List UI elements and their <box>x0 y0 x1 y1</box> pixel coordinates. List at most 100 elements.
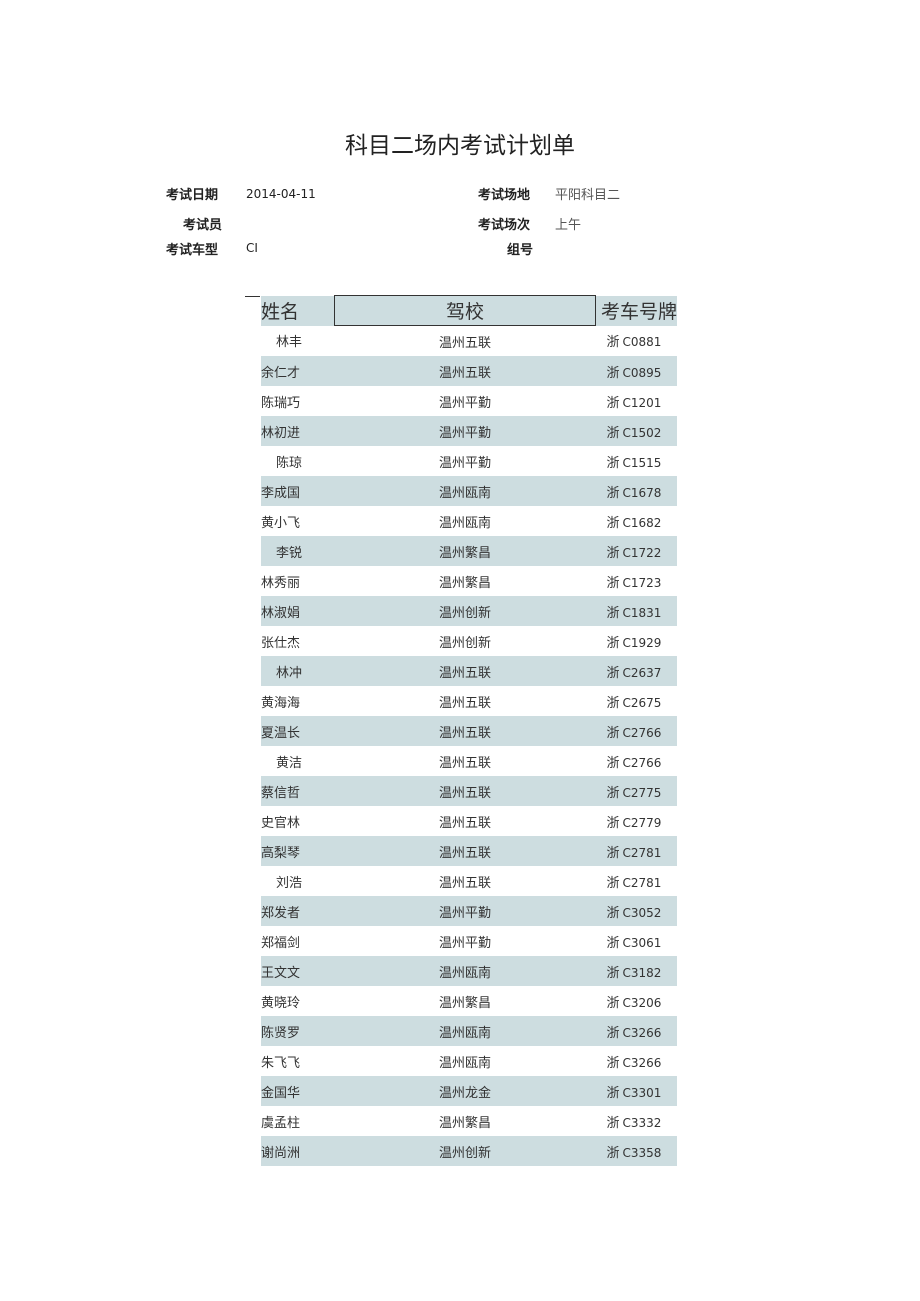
plate-cell: 浙 C1502 <box>595 416 677 446</box>
table-row: 黄洁 温州五联 浙 C2766 <box>261 746 677 776</box>
driving-school: 温州瓯南 <box>334 476 596 506</box>
plate-cell: 浙 C2637 <box>595 656 677 686</box>
driving-school: 温州平勤 <box>438 395 491 411</box>
plate-cell: 浙 C1515 <box>596 446 678 476</box>
driving-school: 温州繁昌 <box>438 1115 491 1131</box>
exam-venue-value: 平阳科目二 <box>555 188 621 203</box>
plate-prefix: 浙 <box>606 335 620 351</box>
plate-prefix: 浙 <box>606 755 620 771</box>
table-row: 余仁才 温州五联浙 C0895 <box>261 356 677 386</box>
table-row: 虞孟柱 温州繁昌 浙 C3332 <box>261 1106 677 1136</box>
plate-number: C1682 <box>622 515 662 530</box>
plate-number: C1201 <box>622 395 662 410</box>
student-name: 余仁才 <box>261 356 335 386</box>
table-row: 王文文 温州瓯南浙 C3182 <box>261 956 677 986</box>
student-name: 黄小飞 <box>261 515 301 531</box>
plate-number: C0895 <box>622 365 662 380</box>
driving-school: 温州平勤 <box>438 455 491 471</box>
plate-prefix: 浙 <box>606 485 620 501</box>
driving-school: 温州五联 <box>334 776 596 806</box>
plate-cell: 浙 C3266 <box>596 1046 678 1076</box>
student-name: 林冲 <box>261 656 335 686</box>
plate-prefix: 浙 <box>606 1115 620 1131</box>
table-row: 黄海海 温州五联 浙 C2675 <box>261 686 677 716</box>
plate-number: C3182 <box>622 965 662 980</box>
driving-school: 温州五联 <box>438 335 491 351</box>
plate-prefix: 浙 <box>606 515 620 531</box>
driving-school: 温州瓯南 <box>438 1055 491 1071</box>
table-row: 郑发者 温州平勤浙 C3052 <box>261 896 677 926</box>
table-row: 林初进 温州平勤浙 C1502 <box>261 416 677 446</box>
driving-school: 温州五联 <box>334 836 596 866</box>
examiner-label: 考试员 <box>182 218 222 233</box>
table-row: 金国华 温州龙金浙 C3301 <box>261 1076 677 1106</box>
plate-number: C3206 <box>622 995 662 1010</box>
plate-prefix: 浙 <box>606 875 620 891</box>
vehicle-type-label: 考试车型 <box>165 243 218 258</box>
driving-school: 温州瓯南 <box>438 515 491 531</box>
plate-prefix: 浙 <box>606 1085 620 1101</box>
plate-prefix: 浙 <box>606 815 620 831</box>
driving-school: 温州五联 <box>334 356 596 386</box>
driving-school: 温州平勤 <box>334 896 596 926</box>
table-row: 陈贤罗 温州瓯南浙 C3266 <box>261 1016 677 1046</box>
driving-school: 温州五联 <box>334 716 596 746</box>
driving-school: 温州平勤 <box>438 935 491 951</box>
plate-number: C2781 <box>622 875 662 890</box>
plate-prefix: 浙 <box>606 785 620 801</box>
plate-cell: 浙 C1201 <box>596 386 678 416</box>
driving-school: 温州五联 <box>438 815 491 831</box>
plate-cell: 浙 C0895 <box>595 356 677 386</box>
plate-number: C2775 <box>622 785 662 800</box>
driving-school: 温州五联 <box>438 875 491 891</box>
plate-prefix: 浙 <box>606 725 620 741</box>
plate-prefix: 浙 <box>606 1025 620 1041</box>
plate-cell: 浙 C3206 <box>596 986 678 1016</box>
plate-cell: 浙 C3266 <box>595 1016 677 1046</box>
plate-cell: 浙 C2766 <box>595 716 677 746</box>
plate-number: C3052 <box>622 905 662 920</box>
table-row: 史官林 温州五联 浙 C2779 <box>261 806 677 836</box>
plate-prefix: 浙 <box>606 395 620 411</box>
student-name: 高梨琴 <box>261 836 335 866</box>
plate-number: C3061 <box>622 935 662 950</box>
header-plate: 考车号牌 <box>595 295 677 326</box>
student-name: 郑福剑 <box>261 935 301 951</box>
driving-school: 温州龙金 <box>334 1076 596 1106</box>
student-name: 史官林 <box>261 815 301 831</box>
plate-cell: 浙 C3301 <box>595 1076 677 1106</box>
plate-prefix: 浙 <box>606 665 620 681</box>
plate-cell: 浙 C2781 <box>596 866 678 896</box>
plate-number: C3301 <box>622 1085 662 1100</box>
driving-school: 温州五联 <box>334 656 596 686</box>
student-name: 蔡信哲 <box>261 776 335 806</box>
plate-cell: 浙 C1831 <box>595 596 677 626</box>
student-name: 谢尚洲 <box>261 1136 335 1166</box>
plate-number: C1515 <box>622 455 662 470</box>
plate-prefix: 浙 <box>606 995 620 1011</box>
driving-school: 温州繁昌 <box>334 536 596 566</box>
student-name: 林秀丽 <box>261 575 301 591</box>
plate-prefix: 浙 <box>606 965 620 981</box>
plate-number: C2637 <box>622 665 662 680</box>
plate-prefix: 浙 <box>606 935 620 951</box>
plate-prefix: 浙 <box>606 605 620 621</box>
plate-cell: 浙 C2675 <box>596 686 678 716</box>
table-row: 高梨琴 温州五联浙 C2781 <box>261 836 677 866</box>
student-name: 林丰 <box>276 335 303 351</box>
table-row: 陈琼 温州平勤 浙 C1515 <box>261 446 677 476</box>
plate-prefix: 浙 <box>606 1145 620 1161</box>
student-name: 李锐 <box>261 536 335 566</box>
table-row: 张仕杰 温州创新 浙 C1929 <box>261 626 677 656</box>
plate-prefix: 浙 <box>606 905 620 921</box>
table-row: 夏温长 温州五联浙 C2766 <box>261 716 677 746</box>
plate-number: C1502 <box>622 425 662 440</box>
plate-cell: 浙 C2766 <box>596 746 678 776</box>
plate-prefix: 浙 <box>606 635 620 651</box>
plate-prefix: 浙 <box>606 425 620 441</box>
plate-cell: 浙 C3332 <box>596 1106 678 1136</box>
student-name: 黄晓玲 <box>261 995 301 1011</box>
plate-number: C1723 <box>622 575 662 590</box>
driving-school: 温州五联 <box>438 695 491 711</box>
plate-cell: 浙 C1678 <box>595 476 677 506</box>
